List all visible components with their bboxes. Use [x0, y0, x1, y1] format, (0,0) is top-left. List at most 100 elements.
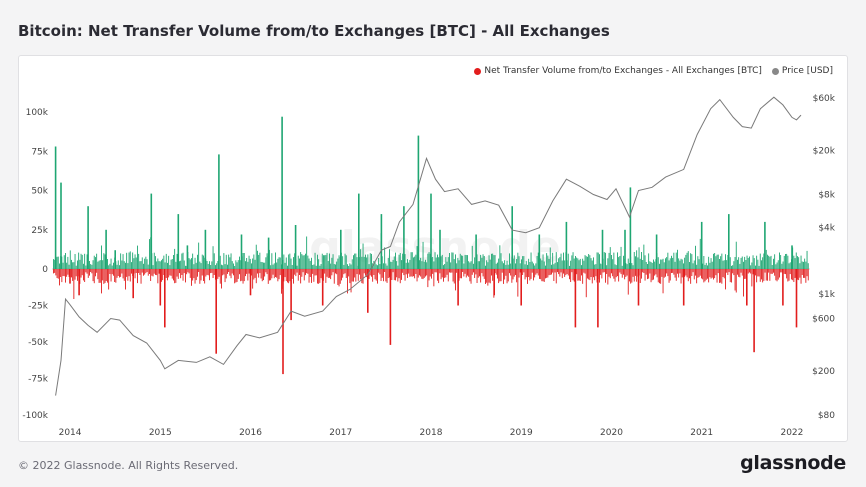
flow-bar-texture	[179, 269, 180, 274]
flow-bar-texture	[770, 255, 772, 269]
flow-bar-texture	[685, 254, 687, 269]
flow-bar-texture	[180, 269, 182, 279]
flow-bar-texture	[633, 252, 635, 269]
flow-bar-texture	[56, 256, 58, 269]
flow-bar-texture	[714, 269, 716, 279]
flow-bar-texture	[95, 257, 96, 269]
flow-bar-texture	[605, 252, 606, 269]
flow-bar-texture	[356, 269, 358, 275]
flow-bar-texture	[372, 269, 374, 282]
flow-bar-texture	[753, 258, 755, 269]
flow-bar-texture	[143, 269, 144, 276]
flow-bar-texture	[81, 269, 83, 276]
flow-bar-texture	[176, 253, 178, 269]
flow-bar-texture	[721, 253, 723, 269]
flow-bar-texture	[803, 261, 804, 269]
flow-bar-texture	[325, 269, 327, 283]
flow-bar-texture	[475, 269, 477, 275]
flow-bar-texture	[617, 269, 618, 277]
flow-bar-texture	[337, 258, 339, 269]
flow-bar-texture	[672, 257, 674, 269]
flow-bar-texture	[786, 269, 788, 279]
flow-bar-texture	[720, 256, 722, 269]
flow-bar-texture	[163, 269, 165, 275]
flow-bar-texture	[619, 269, 621, 273]
flow-bar-texture	[528, 258, 530, 269]
flow-bar-texture	[278, 269, 280, 280]
flow-bar-texture	[456, 269, 458, 273]
flow-bar-texture	[234, 269, 236, 284]
flow-bar-texture	[369, 253, 371, 269]
flow-bar-texture	[153, 269, 155, 274]
flow-bar-texture	[698, 269, 700, 278]
flow-bar-texture	[191, 269, 192, 286]
flow-bar-texture	[243, 269, 245, 282]
flow-bar-texture	[782, 261, 784, 269]
flow-bar-texture	[498, 258, 500, 269]
legend-item-net-transfer[interactable]: Net Transfer Volume from/to Exchanges - …	[474, 66, 762, 76]
flow-bar-texture	[435, 269, 437, 273]
flow-bar-texture	[288, 269, 290, 284]
flow-bar-texture	[797, 269, 798, 280]
flow-bar-texture	[210, 269, 212, 274]
flow-bar-texture	[133, 258, 135, 269]
glassnode-logo[interactable]: glassnode	[740, 452, 846, 474]
flow-bar-texture	[449, 253, 450, 269]
flow-bar-texture	[281, 269, 282, 294]
net-transfer-bar	[439, 229, 441, 270]
flow-bar-texture	[581, 269, 582, 276]
flow-bar-texture	[494, 255, 496, 269]
flow-bar-texture	[457, 257, 459, 269]
flow-bar-texture	[510, 263, 512, 269]
flow-bar-texture	[468, 261, 470, 269]
flow-bar-texture	[503, 263, 504, 269]
flow-bar-texture	[756, 255, 758, 269]
flow-bar-texture	[541, 269, 543, 282]
flow-bar-texture	[120, 269, 122, 277]
flow-bar-texture	[345, 269, 347, 278]
flow-bar-texture	[171, 269, 173, 279]
flow-bar-texture	[71, 269, 72, 278]
flow-bar-texture	[266, 269, 268, 275]
flow-bar-texture	[735, 269, 737, 293]
flow-bar-texture	[137, 269, 138, 284]
flow-bar-texture	[635, 269, 636, 276]
flow-bar-texture	[235, 260, 237, 269]
flow-bar-texture	[665, 269, 666, 277]
flow-bar-texture	[228, 254, 230, 269]
flow-bar-texture	[403, 269, 405, 276]
flow-bar-texture	[553, 264, 555, 269]
flow-bar-texture	[707, 265, 708, 269]
legend-item-price[interactable]: Price [USD]	[771, 66, 833, 76]
flow-bar-texture	[213, 269, 215, 275]
flow-bar-texture	[426, 269, 428, 276]
net-transfer-bar	[601, 229, 604, 270]
flow-bar-texture	[173, 269, 174, 281]
flow-bar-texture	[194, 257, 196, 269]
flow-bar-texture	[252, 269, 254, 289]
flow-bar-texture	[618, 257, 620, 269]
net-transfer-bar	[204, 229, 207, 270]
x-tick-label: 2019	[510, 428, 533, 438]
flow-bar-texture	[414, 256, 416, 269]
flow-bar-texture	[428, 252, 430, 269]
flow-bar-texture	[564, 269, 566, 277]
flow-bar-texture	[725, 254, 726, 269]
flow-bar-texture	[437, 254, 438, 269]
flow-bar-texture	[101, 269, 102, 294]
flow-bar-texture	[397, 265, 399, 269]
flow-bar-texture	[452, 269, 454, 282]
flow-bar-texture	[368, 264, 370, 269]
flow-bar-texture	[145, 269, 147, 274]
flow-bar-texture	[55, 269, 57, 276]
flow-bar-texture	[644, 269, 646, 281]
flow-bar-texture	[270, 265, 272, 269]
net-transfer-bar	[746, 269, 748, 306]
net-transfer-bar	[637, 269, 640, 306]
flow-bar-texture	[383, 269, 384, 282]
flow-bar-texture	[302, 255, 304, 269]
flow-bar-texture	[210, 265, 212, 269]
flow-bar-texture	[555, 269, 557, 284]
flow-bar-texture	[199, 269, 201, 284]
net-transfer-bar	[380, 214, 383, 269]
